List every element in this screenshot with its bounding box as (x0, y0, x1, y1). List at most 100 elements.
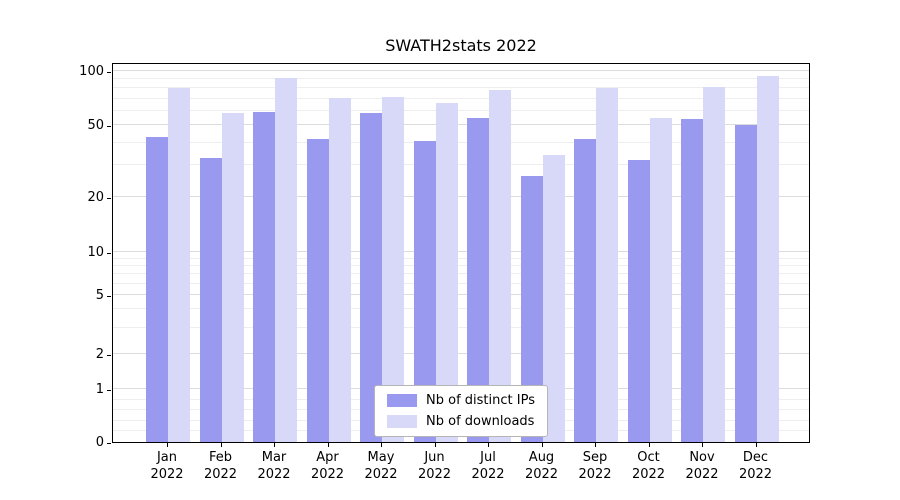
x-tick-month: Sep (582, 450, 608, 465)
bar-distinct-ips-aug (520, 176, 543, 442)
y-tick-mark (107, 253, 111, 254)
gridline-major (113, 196, 809, 197)
legend-label-distinct-ips: Nb of distinct IPs (426, 393, 535, 408)
bar-distinct-ips-jun (413, 140, 436, 442)
x-tick-year: 2022 (310, 467, 345, 482)
gridline-major (113, 124, 809, 125)
bar-downloads-jul (489, 90, 511, 442)
legend-item-downloads: Nb of downloads (387, 414, 535, 429)
x-tick-month: Oct (637, 450, 660, 465)
bar-downloads-apr (328, 97, 351, 442)
bar-downloads-aug (542, 155, 565, 442)
y-tick-label-100: 100 (79, 64, 104, 79)
y-tick-label-20: 20 (87, 190, 104, 205)
gridline-minor (113, 87, 809, 89)
chart-title: SWATH2stats 2022 (385, 36, 537, 55)
legend-swatch-downloads (387, 415, 418, 428)
bar-distinct-ips-jan (146, 136, 168, 442)
x-tick-mark (595, 443, 596, 447)
x-tick-month: Nov (689, 450, 715, 465)
gridline-minor (113, 78, 809, 80)
y-tick-label-1: 1 (95, 382, 104, 397)
x-tick-year: 2022 (417, 467, 452, 482)
x-tick-month: Dec (742, 450, 769, 465)
x-tick-label-jun: Jun 2022 (407, 449, 463, 483)
gridline-major (113, 353, 809, 354)
y-tick-label-0: 0 (95, 435, 104, 450)
gridline-minor (113, 141, 809, 143)
x-tick-month: Jul (480, 450, 496, 465)
gridline-minor (113, 264, 809, 266)
bar-downloads-jun (435, 103, 458, 442)
bar-distinct-ips-oct (627, 160, 650, 442)
x-tick-year: 2022 (150, 467, 184, 482)
x-tick-label-oct: Oct 2022 (621, 449, 677, 483)
x-tick-mark (755, 443, 757, 447)
y-tick-label-50: 50 (87, 118, 104, 133)
x-tick-label-nov: Nov 2022 (674, 449, 730, 483)
x-tick-mark (381, 443, 382, 447)
x-tick-month: May (367, 450, 395, 465)
legend-swatch-distinct-ips (387, 394, 418, 407)
gridline-minor (113, 164, 809, 166)
bar-distinct-ips-jul (467, 117, 489, 442)
legend-item-distinct-ips: Nb of distinct IPs (387, 393, 535, 408)
bar-downloads-may (382, 96, 404, 442)
x-tick-month: Jan (156, 450, 178, 465)
gridline-minor (113, 257, 809, 259)
x-tick-month: Jun (424, 450, 445, 465)
bar-downloads-dec (756, 75, 779, 442)
x-tick-label-mar: Mar 2022 (246, 449, 302, 483)
bar-downloads-oct (649, 117, 672, 442)
x-tick-mark (167, 443, 168, 447)
x-tick-label-apr: Apr 2022 (300, 449, 356, 483)
y-tick-mark (107, 198, 111, 199)
gridline-major (113, 251, 809, 252)
x-tick-mark (434, 443, 436, 447)
x-tick-month: Aug (528, 450, 555, 465)
gridline-minor (113, 109, 809, 111)
x-tick-month: Apr (316, 450, 339, 465)
x-tick-label-dec: Dec 2022 (728, 449, 784, 483)
x-tick-label-may: May 2022 (353, 449, 409, 483)
x-tick-month: Mar (261, 450, 287, 465)
y-tick-label-10: 10 (87, 245, 104, 260)
gridline-minor (113, 97, 809, 99)
bar-downloads-sep (596, 88, 618, 442)
x-tick-mark (702, 443, 703, 447)
x-tick-month: Feb (208, 450, 233, 465)
y-tick-mark (107, 126, 111, 127)
bar-distinct-ips-nov (681, 119, 703, 442)
y-tick-label-2: 2 (95, 347, 104, 362)
y-tick-mark (107, 443, 111, 444)
gridline-minor (113, 282, 809, 284)
legend: Nb of distinct IPs Nb of downloads (374, 385, 548, 437)
y-tick-mark (107, 355, 111, 356)
bar-downloads-feb (221, 113, 244, 442)
x-tick-mark (327, 443, 329, 447)
gridline-minor (113, 308, 809, 310)
bar-distinct-ips-apr (306, 138, 329, 442)
x-tick-label-jan: Jan 2022 (139, 449, 195, 483)
plot-area: Nb of distinct IPs Nb of downloads (112, 63, 810, 443)
bar-downloads-mar (275, 77, 297, 442)
bar-distinct-ips-may (360, 113, 382, 442)
x-tick-year: 2022 (203, 467, 238, 482)
bar-distinct-ips-dec (734, 125, 757, 442)
x-tick-year: 2022 (631, 467, 666, 482)
gridline-major (113, 294, 809, 295)
x-tick-label-feb: Feb 2022 (193, 449, 249, 483)
x-tick-mark (541, 443, 543, 447)
y-tick-label-5: 5 (95, 288, 104, 303)
x-tick-year: 2022 (685, 467, 719, 482)
x-tick-mark (648, 443, 650, 447)
x-tick-label-sep: Sep 2022 (567, 449, 623, 483)
bar-distinct-ips-mar (253, 112, 275, 442)
x-tick-year: 2022 (524, 467, 559, 482)
x-tick-mark (274, 443, 275, 447)
y-tick-mark (107, 296, 111, 297)
gridline-minor (113, 326, 809, 328)
x-tick-label-jul: Jul 2022 (460, 449, 516, 483)
bar-distinct-ips-feb (199, 157, 222, 442)
x-tick-year: 2022 (257, 467, 291, 482)
